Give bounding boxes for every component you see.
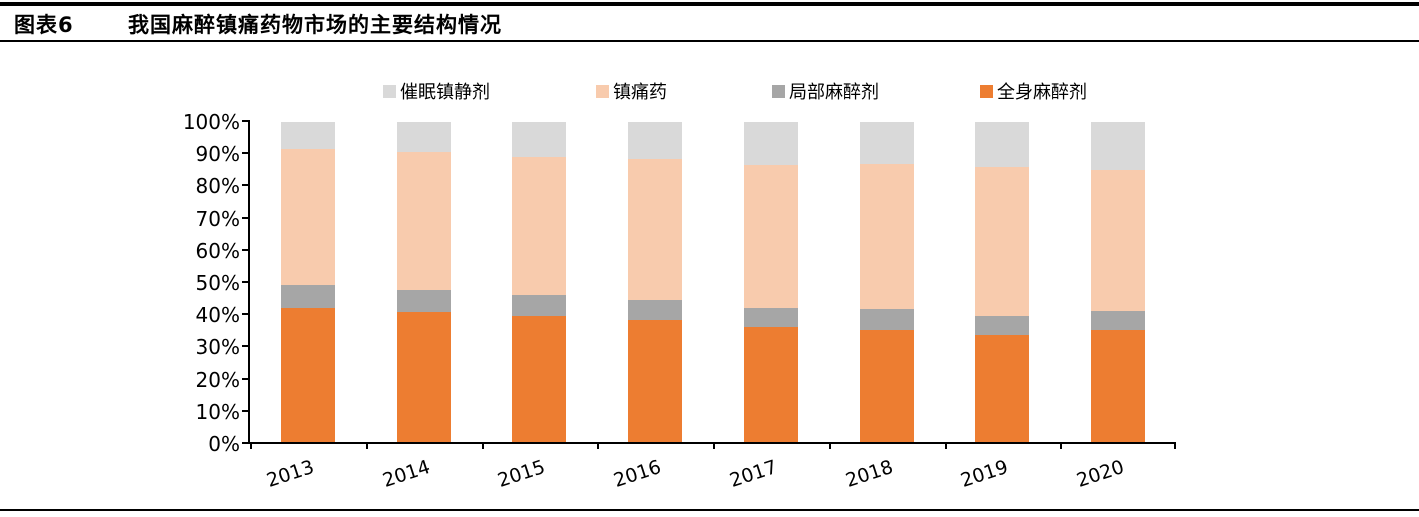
y-axis-tick-label: 10%: [195, 399, 240, 424]
legend-item-local-anesthetics: 局部麻醉剂: [772, 78, 879, 104]
segment-local-anesthetics: [396, 289, 451, 313]
y-axis-tick: [242, 281, 250, 283]
y-axis-tick-label: 80%: [195, 174, 240, 199]
segment-general-anesthetics: [512, 315, 567, 442]
bar-2020: [1091, 122, 1146, 442]
legend-label: 镇痛药: [613, 82, 667, 103]
segment-sedative-hypnotics: [512, 122, 567, 158]
segment-analgesics: [628, 158, 683, 300]
y-axis-tick: [242, 216, 250, 219]
segment-analgesics: [975, 166, 1030, 316]
x-axis-tick: [1060, 442, 1063, 449]
analgesics-swatch-icon: [596, 84, 609, 98]
segment-general-anesthetics: [280, 307, 335, 442]
legend-label: 全身麻醉剂: [997, 82, 1087, 103]
figure-label: 图表6: [14, 13, 74, 37]
segment-general-anesthetics: [396, 312, 451, 442]
segment-general-anesthetics: [1091, 329, 1146, 442]
segment-sedative-hypnotics: [628, 122, 683, 159]
y-axis-tick: [242, 377, 250, 380]
general-anesthetics-swatch-icon: [980, 84, 993, 98]
segment-local-anesthetics: [743, 307, 798, 327]
segment-local-anesthetics: [512, 294, 567, 316]
bar-2013: [280, 122, 335, 442]
segment-sedative-hypnotics: [396, 122, 451, 153]
x-axis-tick: [1174, 442, 1176, 449]
segment-local-anesthetics: [975, 315, 1030, 335]
y-axis-tick-label: 20%: [195, 367, 240, 392]
x-axis-label-2013: 2013: [263, 456, 317, 492]
x-axis-label-2015: 2015: [495, 456, 549, 492]
legend-label: 催眠镇静剂: [400, 82, 490, 103]
plot-area: 0% 10% 20% 30% 40% 50% 60% 70% 80% 90% 100% 2013 201…: [183, 111, 1176, 492]
bar-2017: [743, 122, 798, 442]
x-axis-tick: [365, 442, 368, 449]
segment-analgesics: [743, 165, 798, 308]
top-rule: [0, 2, 1419, 6]
segment-analgesics: [396, 152, 451, 290]
x-axis-tick: [481, 442, 484, 449]
bar-2016: [628, 122, 683, 442]
x-axis-label-2017: 2017: [726, 456, 780, 492]
legend-item-analgesics: 镇痛药: [596, 78, 667, 104]
y-axis-tick-label: 30%: [195, 335, 240, 360]
segment-sedative-hypnotics: [975, 122, 1030, 167]
x-axis-label-2018: 2018: [842, 456, 896, 492]
x-axis-label-2016: 2016: [611, 456, 664, 492]
y-axis-tick: [242, 442, 250, 444]
y-axis-tick: [242, 152, 250, 155]
y-axis-tick-label: 100%: [182, 110, 240, 134]
x-axis-label-2020: 2020: [1074, 456, 1127, 492]
x-axis-label-2019: 2019: [958, 456, 1012, 492]
y-axis-tick-label: 90%: [195, 142, 240, 167]
y-axis-tick: [242, 313, 250, 316]
segment-local-anesthetics: [859, 309, 914, 330]
y-axis-tick: [242, 120, 250, 122]
x-axis-tick: [597, 442, 600, 449]
bar-2019: [975, 122, 1030, 442]
y-axis-tick: [242, 409, 250, 412]
segment-general-anesthetics: [975, 334, 1030, 442]
segment-general-anesthetics: [743, 326, 798, 442]
x-axis-label-2014: 2014: [379, 456, 433, 492]
sedative-hypnotics-swatch-icon: [383, 84, 396, 98]
x-axis-tick: [944, 442, 947, 449]
y-axis-tick-label: 40%: [195, 303, 240, 328]
local-anesthetics-swatch-icon: [772, 84, 785, 98]
segment-general-anesthetics: [859, 329, 914, 442]
segment-sedative-hypnotics: [743, 122, 798, 166]
legend-item-sedative-hypnotics: 催眠镇静剂: [383, 78, 490, 104]
title-divider-rule: [0, 40, 1419, 42]
y-axis-tick-label: 60%: [195, 238, 240, 263]
segment-sedative-hypnotics: [280, 122, 335, 150]
segment-local-anesthetics: [1091, 310, 1146, 330]
segment-sedative-hypnotics: [1091, 122, 1146, 170]
y-axis-tick: [242, 345, 250, 348]
segment-local-anesthetics: [628, 299, 683, 321]
y-axis-tick-label: 70%: [195, 206, 240, 231]
bottom-rule: [0, 509, 1419, 511]
y-axis-tick-label: 50%: [195, 271, 240, 295]
segment-local-anesthetics: [280, 285, 335, 308]
y-axis-tick: [242, 184, 250, 187]
bar-2014: [396, 122, 451, 442]
bar-2018: [859, 122, 914, 442]
y-axis-tick: [242, 248, 250, 251]
y-axis-tick-label: 0%: [208, 432, 240, 456]
figure-title: 我国麻醉镇痛药物市场的主要结构情况: [128, 13, 502, 37]
x-axis-tick: [713, 442, 715, 449]
legend-label: 局部麻醉剂: [789, 82, 879, 103]
x-axis-tick: [828, 442, 831, 449]
segment-analgesics: [280, 149, 335, 286]
bar-2015: [512, 122, 567, 442]
segment-sedative-hypnotics: [859, 122, 914, 164]
legend-item-general-anesthetics: 全身麻醉剂: [980, 78, 1087, 104]
segment-general-anesthetics: [628, 320, 683, 442]
segment-analgesics: [1091, 170, 1146, 311]
segment-analgesics: [512, 157, 567, 295]
x-axis-tick: [250, 442, 252, 449]
segment-analgesics: [859, 163, 914, 310]
